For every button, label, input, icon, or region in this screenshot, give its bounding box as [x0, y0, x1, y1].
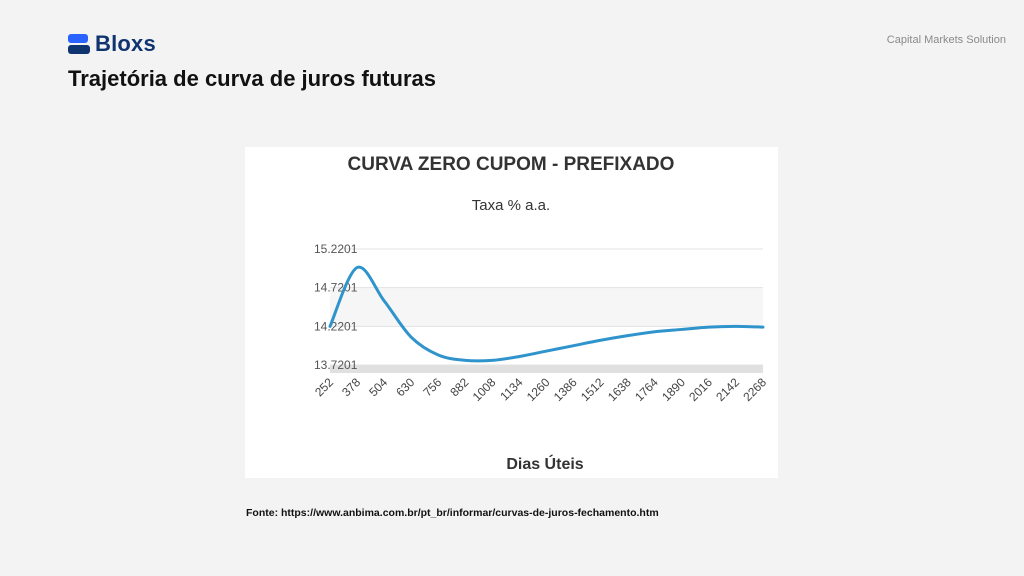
- x-tick-label: 882: [447, 375, 471, 399]
- x-tick-label: 2142: [713, 375, 742, 404]
- x-tick-label: 504: [366, 375, 390, 399]
- brand-name: Bloxs: [95, 31, 156, 56]
- x-tick-label: 1134: [497, 375, 525, 403]
- x-tick-label: 1890: [659, 375, 688, 404]
- chart-title: CURVA ZERO CUPOM - PREFIXADO: [348, 154, 675, 175]
- source-note: Fonte: https://www.anbima.com.br/pt_br/i…: [246, 507, 659, 519]
- y-tick-label: 13.7201: [314, 358, 358, 372]
- tagline: Capital Markets Solution: [886, 34, 1006, 46]
- x-tick-label: 756: [420, 375, 444, 399]
- x-tick-label: 2016: [686, 375, 715, 404]
- x-tick-label: 630: [393, 375, 417, 399]
- x-tick-label: 378: [339, 375, 363, 399]
- x-tick-label: 1512: [578, 375, 607, 404]
- plot-bottom-band: [330, 365, 763, 373]
- chart-subtitle: Taxa % a.a.: [472, 197, 550, 214]
- yield-curve-chart: CURVA ZERO CUPOM - PREFIXADO Taxa % a.a.…: [312, 154, 769, 473]
- bloxs-logo: Bloxs: [68, 31, 156, 57]
- x-tick-label: 1638: [605, 375, 634, 404]
- y-tick-label: 14.2201: [314, 319, 358, 333]
- y-tick-label: 14.7201: [314, 281, 358, 295]
- chart-panel: CURVA ZERO CUPOM - PREFIXADO Taxa % a.a.…: [245, 147, 778, 478]
- x-tick-label: 1386: [551, 375, 580, 404]
- x-tick-label: 1764: [632, 375, 661, 404]
- x-tick-label: 2268: [740, 375, 769, 404]
- page-title: Trajetória de curva de juros futuras: [68, 66, 437, 91]
- series-line: [328, 265, 765, 363]
- plot-band: [330, 288, 763, 326]
- x-tick-label: 1260: [524, 375, 553, 404]
- y-tick-label: 15.2201: [314, 242, 358, 256]
- x-axis-label: Dias Úteis: [506, 454, 583, 473]
- x-tick-label: 1008: [470, 375, 499, 404]
- bloxs-logo-icon: [68, 34, 90, 54]
- x-tick-label: 252: [312, 375, 336, 399]
